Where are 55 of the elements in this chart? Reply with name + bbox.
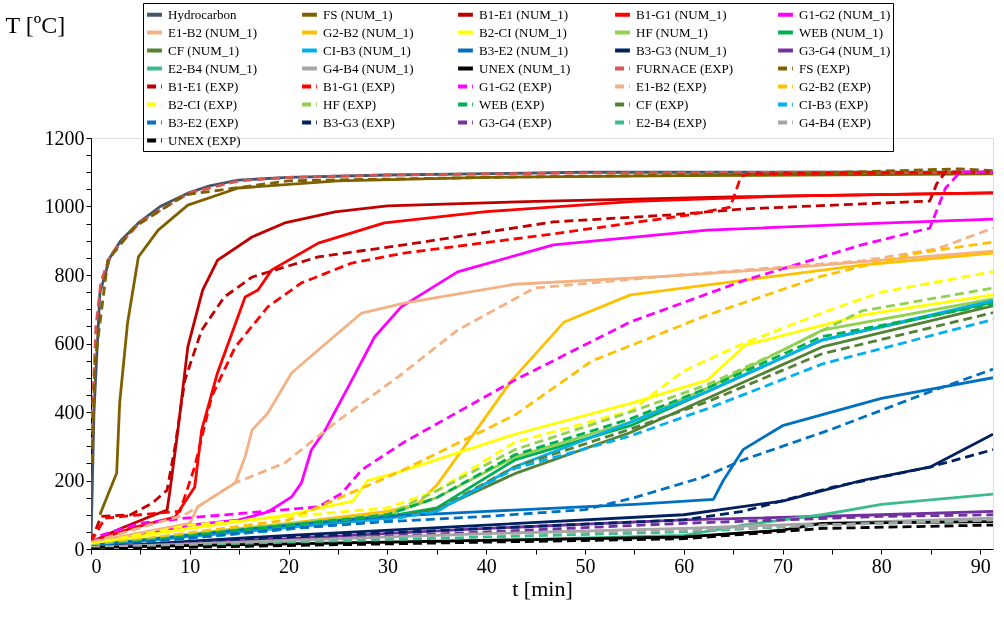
- legend-label: G2-B2 (EXP): [799, 78, 871, 94]
- legend-label: WEB (NUM_1): [799, 24, 884, 40]
- y-axis-title: T [ºC]: [5, 11, 66, 38]
- x-tick-label: 40: [476, 554, 497, 577]
- legend-label: B1-E1 (NUM_1): [479, 6, 569, 22]
- legend-label: E1-B2 (EXP): [636, 78, 707, 94]
- legend-label: E1-B2 (NUM_1): [168, 24, 258, 40]
- legend-label: G3-G4 (EXP): [479, 114, 552, 130]
- legend-label: CI-B3 (NUM_1): [323, 42, 411, 58]
- y-tick-label: 600: [54, 332, 85, 354]
- legend-label: HF (EXP): [323, 96, 377, 112]
- legend-label: E2-B4 (EXP): [636, 114, 707, 130]
- y-tick-label: 400: [54, 400, 85, 423]
- legend-label: B2-CI (EXP): [168, 96, 237, 112]
- legend-label: G1-G2 (EXP): [479, 78, 552, 94]
- x-tick-label: 30: [377, 554, 398, 577]
- legend-label: CF (EXP): [636, 96, 689, 112]
- x-axis-title: t [min]: [512, 575, 573, 601]
- y-tick-label: 0: [74, 537, 85, 560]
- y-tick-label: 1200: [44, 126, 85, 149]
- legend-label: FURNACE (EXP): [636, 60, 734, 76]
- legend-label: WEB (EXP): [479, 96, 545, 112]
- legend-label: B3-G3 (NUM_1): [636, 42, 727, 58]
- legend-label: B1-G1 (NUM_1): [636, 6, 727, 22]
- x-tick-label: 60: [674, 554, 695, 577]
- legend-label: UNEX (EXP): [168, 132, 241, 148]
- y-tick-label: 800: [54, 263, 85, 286]
- legend-label: HF (NUM_1): [636, 24, 708, 40]
- legend-label: B1-E1 (EXP): [168, 78, 239, 94]
- legend-label: B1-G1 (EXP): [323, 78, 395, 94]
- legend-label: UNEX (NUM_1): [479, 60, 571, 76]
- legend-label: Hydrocarbon: [168, 6, 238, 22]
- x-tick-label: 0: [91, 554, 102, 577]
- legend-label: G2-B2 (NUM_1): [323, 24, 414, 40]
- legend-label: CF (NUM_1): [168, 42, 240, 58]
- y-tick-label: 200: [54, 469, 85, 491]
- x-tick-label: 90: [970, 554, 991, 577]
- legend-label: B3-G3 (EXP): [323, 114, 395, 130]
- legend-label: FS (NUM_1): [323, 6, 393, 22]
- legend-label: B3-E2 (NUM_1): [479, 42, 569, 58]
- legend-label: G3-G4 (NUM_1): [799, 42, 891, 58]
- legend-label: B2-CI (NUM_1): [479, 24, 567, 40]
- x-tick-label: 80: [871, 554, 892, 577]
- legend-label: B3-E2 (EXP): [168, 114, 239, 130]
- legend-label: FS (EXP): [799, 60, 850, 76]
- x-tick-label: 70: [773, 554, 794, 577]
- legend-label: G4-B4 (NUM_1): [323, 60, 414, 76]
- x-tick-label: 10: [180, 554, 201, 577]
- y-tick-label: 1000: [44, 195, 85, 217]
- legend-label: E2-B4 (NUM_1): [168, 60, 258, 76]
- legend-label: G1-G2 (NUM_1): [799, 6, 891, 22]
- x-tick-label: 20: [279, 554, 300, 577]
- legend-label: G4-B4 (EXP): [799, 114, 871, 130]
- legend-label: CI-B3 (EXP): [799, 96, 868, 112]
- x-tick-label: 50: [575, 554, 596, 577]
